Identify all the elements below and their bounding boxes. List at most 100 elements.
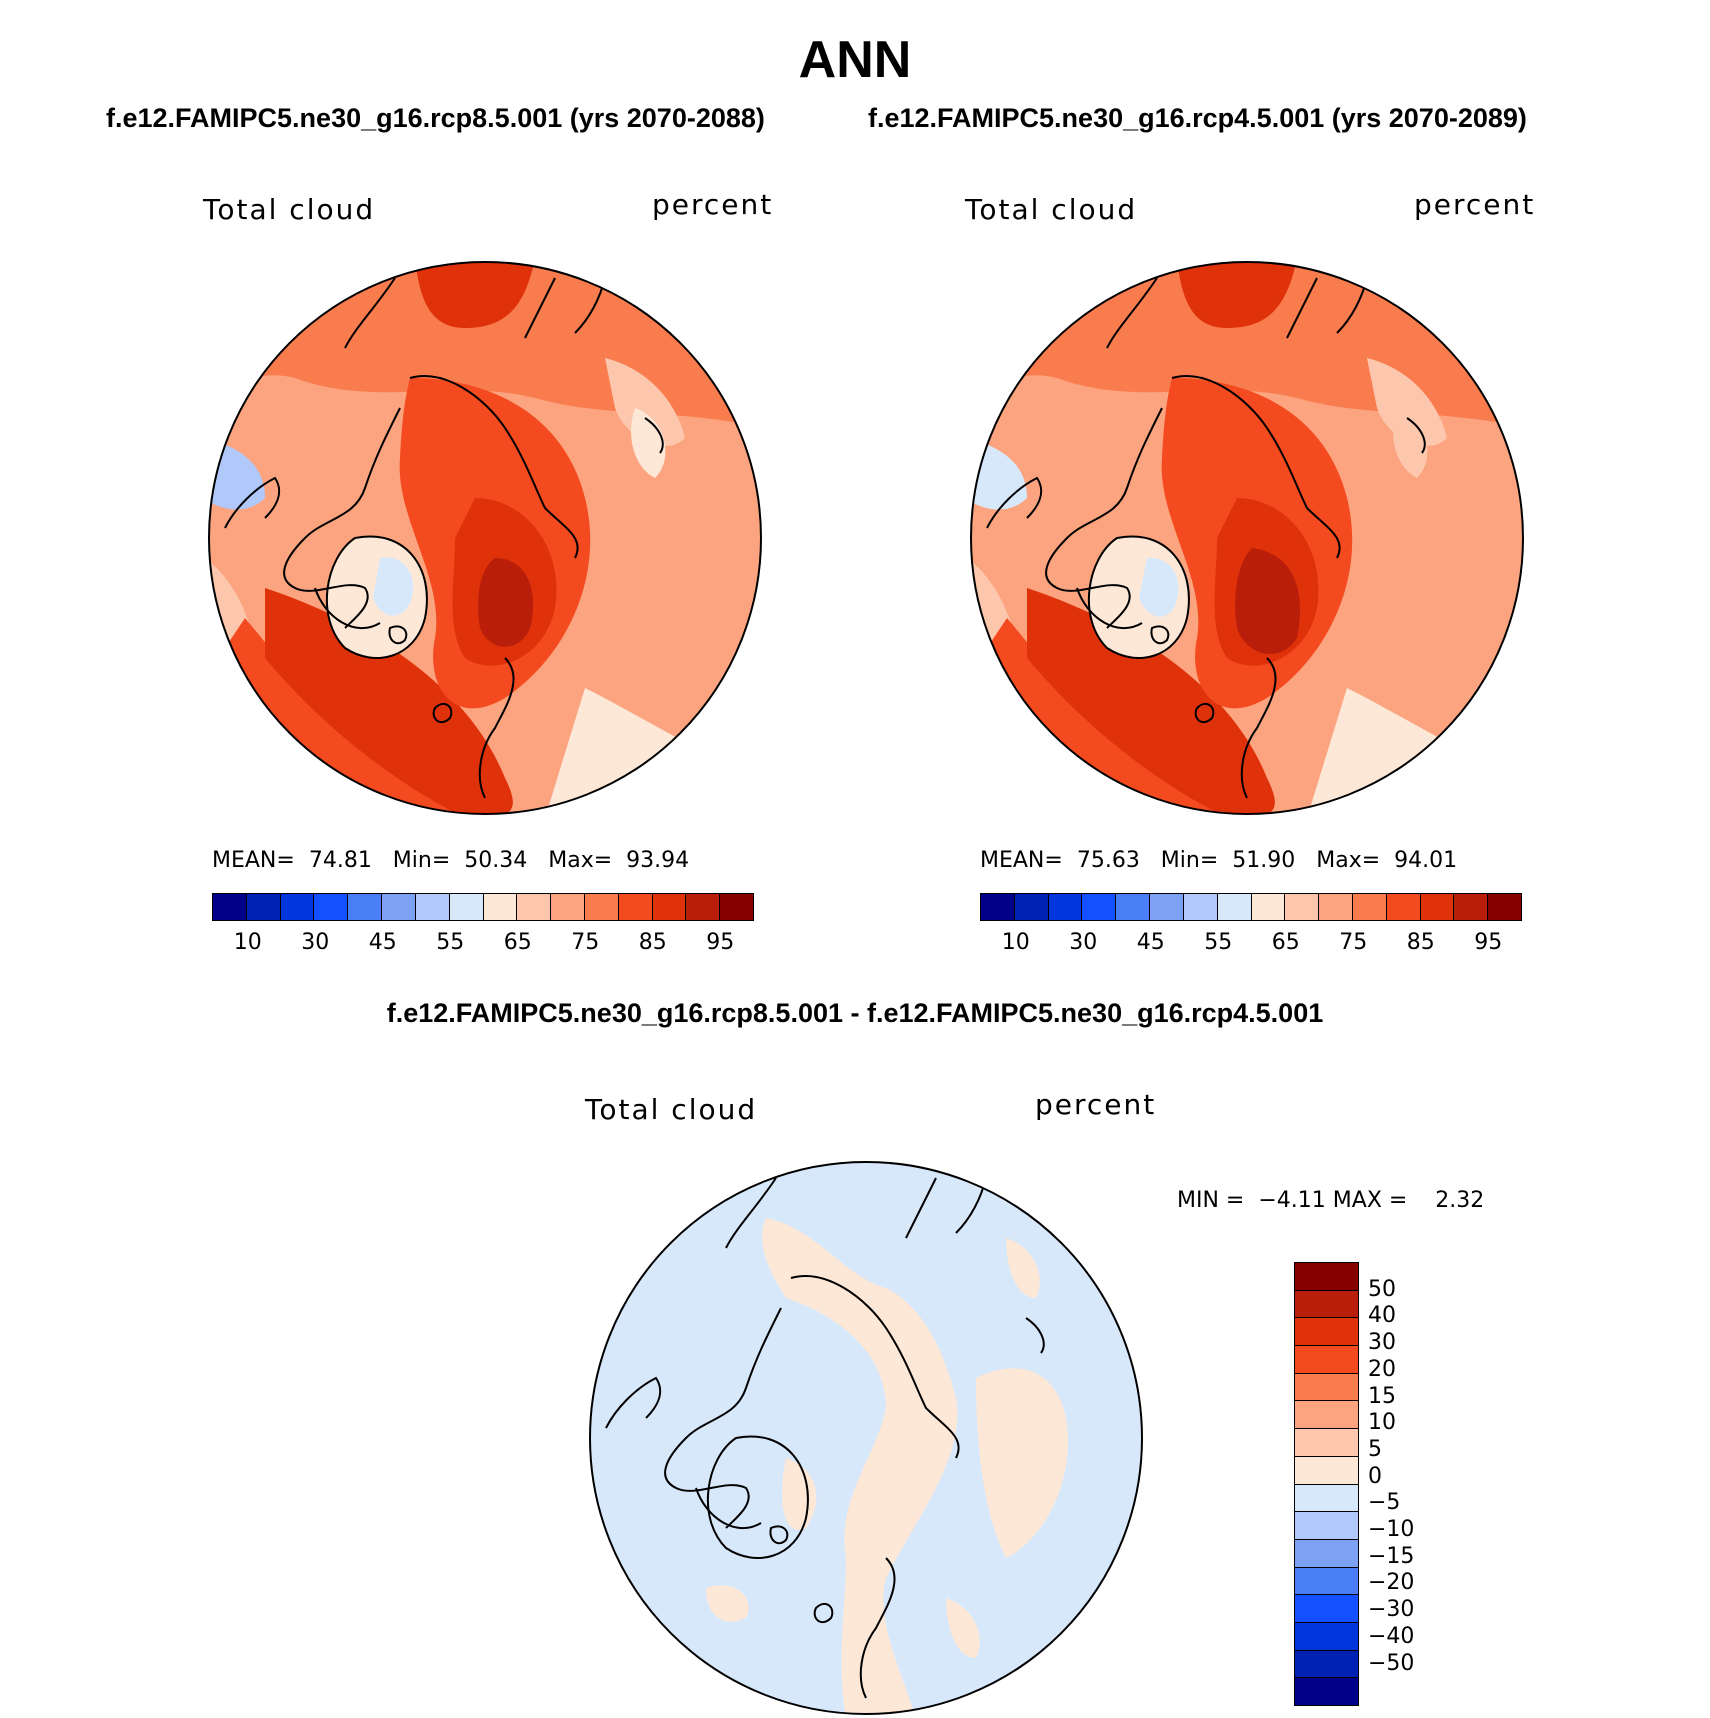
panel2-colorbar-swatch bbox=[1386, 894, 1421, 920]
panel1-colorbar-swatch bbox=[551, 894, 585, 920]
panel2-colorbar-swatch bbox=[1014, 894, 1049, 920]
panel1-mean-label: MEAN= bbox=[212, 848, 295, 873]
panel1-colorbar-swatch bbox=[246, 894, 281, 920]
diff-colorbar-swatch bbox=[1295, 1678, 1358, 1705]
panel2-colorbar-swatch bbox=[1420, 894, 1455, 920]
diff-case-title: f.e12.FAMIPC5.ne30_g16.rcp8.5.001 - f.e1… bbox=[386, 998, 1324, 1028]
panel1-colorbar-swatch bbox=[584, 894, 619, 920]
panel1-colorbar-swatch bbox=[382, 894, 416, 920]
diff-colorbar-tick-label: 15 bbox=[1368, 1383, 1396, 1409]
panel1-min-value: 50.34 bbox=[464, 848, 528, 873]
panel1-max-label: Max= bbox=[548, 848, 613, 873]
panel2-colorbar-swatch bbox=[1454, 894, 1489, 920]
panel1-colorbar-tick-label: 10 bbox=[233, 930, 262, 955]
diff-colorbar-tick-label: 5 bbox=[1368, 1436, 1382, 1462]
diff-min-label: MIN = bbox=[1177, 1188, 1245, 1213]
diff-colorbar-tick-label: −5 bbox=[1368, 1490, 1401, 1516]
panel2-case-title: f.e12.FAMIPC5.ne30_g16.rcp4.5.001 (yrs 2… bbox=[868, 103, 1527, 133]
panel2-colorbar-tick-label: 10 bbox=[1001, 930, 1030, 955]
diff-colorbar-tick-label: 10 bbox=[1368, 1410, 1396, 1436]
diff-colorbar-tick-label: −20 bbox=[1368, 1570, 1415, 1596]
panel2-colorbar-swatch bbox=[1488, 894, 1521, 920]
diff-colorbar-swatch bbox=[1295, 1512, 1358, 1540]
diff-colorbar-swatch bbox=[1295, 1539, 1358, 1568]
panel2-mean-label: MEAN= bbox=[980, 848, 1063, 873]
panel2-colorbar-swatch bbox=[1150, 894, 1184, 920]
panel1-colorbar-swatch bbox=[517, 894, 552, 920]
diff-colorbar-swatch bbox=[1295, 1595, 1358, 1623]
diff-colorbar-swatch bbox=[1295, 1290, 1358, 1319]
panel1-colorbar-tick-label: 85 bbox=[638, 930, 667, 955]
panel2-colorbar-swatch bbox=[1048, 894, 1083, 920]
diff-colorbar-tick-label: −50 bbox=[1368, 1650, 1415, 1676]
panel1-units-label: percent bbox=[652, 188, 774, 221]
diff-colorbar-swatch bbox=[1295, 1650, 1358, 1679]
diff-min-value: −4.11 bbox=[1258, 1188, 1326, 1213]
diff-colorbar-tick-label: 40 bbox=[1368, 1303, 1396, 1329]
panel2-max-label: Max= bbox=[1316, 848, 1381, 873]
diff-colorbar-tick-label: 0 bbox=[1368, 1463, 1382, 1489]
panel2-colorbar-swatch bbox=[1116, 894, 1151, 920]
diff-colorbar-tick-label: 50 bbox=[1368, 1276, 1396, 1302]
panel1-colorbar-swatch bbox=[213, 894, 247, 920]
panel1-mean-value: 74.81 bbox=[308, 848, 372, 873]
diff-colorbar-tick-label: −15 bbox=[1368, 1543, 1415, 1569]
panel1-colorbar-swatch bbox=[720, 894, 753, 920]
panel1-colorbar-swatch bbox=[348, 894, 383, 920]
diff-colorbar-swatch bbox=[1295, 1484, 1358, 1513]
panel1-colorbar-ticks: 10 30 45 55 65 75 85 95 bbox=[212, 930, 752, 960]
panel2-stats: MEAN= 75.63 Min= 51.90 Max= 94.01 bbox=[980, 848, 1457, 873]
panel2-min-value: 51.90 bbox=[1232, 848, 1296, 873]
diff-colorbar-tick-label: −10 bbox=[1368, 1517, 1415, 1542]
panel2-polar-map bbox=[970, 261, 1524, 815]
diff-colorbar-swatch bbox=[1295, 1622, 1358, 1651]
diff-max-label: MAX = bbox=[1332, 1188, 1408, 1213]
panel2-variable-label: Total cloud bbox=[965, 193, 1138, 226]
panel1-colorbar bbox=[212, 893, 754, 921]
panel2-colorbar-tick-label: 45 bbox=[1136, 930, 1165, 955]
panel2-colorbar-swatch bbox=[1251, 894, 1286, 920]
diff-colorbar bbox=[1294, 1262, 1359, 1706]
diff-colorbar-tick-label: 20 bbox=[1368, 1356, 1396, 1382]
panel1-colorbar-swatch bbox=[618, 894, 653, 920]
diff-colorbar-swatch bbox=[1295, 1373, 1358, 1402]
diff-colorbar-swatch bbox=[1295, 1401, 1358, 1430]
diff-colorbar-swatch bbox=[1295, 1346, 1358, 1374]
panel2-colorbar-swatch bbox=[981, 894, 1015, 920]
diff-max-value: 2.32 bbox=[1435, 1188, 1485, 1213]
panel2-colorbar-tick-label: 85 bbox=[1406, 930, 1435, 955]
panel2-units-label: percent bbox=[1414, 188, 1536, 221]
panel2-max-value: 94.01 bbox=[1394, 848, 1458, 873]
panel2-colorbar-swatch bbox=[1319, 894, 1353, 920]
panel1-colorbar-swatch bbox=[280, 894, 315, 920]
panel1-case-title: f.e12.FAMIPC5.ne30_g16.rcp8.5.001 (yrs 2… bbox=[106, 103, 765, 133]
panel2-mean-value: 75.63 bbox=[1076, 848, 1140, 873]
panel2-colorbar-tick-label: 75 bbox=[1339, 930, 1368, 955]
diff-stats: MIN = −4.11 MAX = 2.32 bbox=[1177, 1188, 1484, 1213]
panel1-colorbar-swatch bbox=[686, 894, 721, 920]
panel2-colorbar-tick-label: 95 bbox=[1474, 930, 1503, 955]
diff-colorbar-swatch bbox=[1295, 1429, 1358, 1457]
panel2-colorbar-swatch bbox=[1217, 894, 1252, 920]
panel1-polar-map bbox=[208, 261, 762, 815]
panel1-colorbar-swatch bbox=[449, 894, 484, 920]
panel2-colorbar bbox=[980, 893, 1522, 921]
panel1-colorbar-tick-label: 30 bbox=[301, 930, 330, 955]
panel1-colorbar-tick-label: 65 bbox=[503, 930, 532, 955]
panel1-min-label: Min= bbox=[392, 848, 451, 873]
panel2-colorbar-ticks: 10 30 45 55 65 75 85 95 bbox=[980, 930, 1520, 960]
panel2-min-label: Min= bbox=[1160, 848, 1219, 873]
panel2-colorbar-swatch bbox=[1183, 894, 1218, 920]
panel1-colorbar-tick-label: 55 bbox=[436, 930, 465, 955]
diff-variable-label: Total cloud bbox=[585, 1093, 758, 1126]
panel1-variable-label: Total cloud bbox=[203, 193, 376, 226]
diff-polar-map bbox=[589, 1161, 1143, 1715]
diff-colorbar-swatch bbox=[1295, 1456, 1358, 1485]
panel1-colorbar-swatch bbox=[483, 894, 518, 920]
panel2-colorbar-tick-label: 30 bbox=[1069, 930, 1098, 955]
panel2-colorbar-tick-label: 65 bbox=[1271, 930, 1300, 955]
diff-colorbar-tick-label: −40 bbox=[1368, 1623, 1415, 1649]
diff-colorbar-swatch bbox=[1295, 1567, 1358, 1596]
panel2-colorbar-swatch bbox=[1352, 894, 1387, 920]
panel1-stats: MEAN= 74.81 Min= 50.34 Max= 93.94 bbox=[212, 848, 689, 873]
